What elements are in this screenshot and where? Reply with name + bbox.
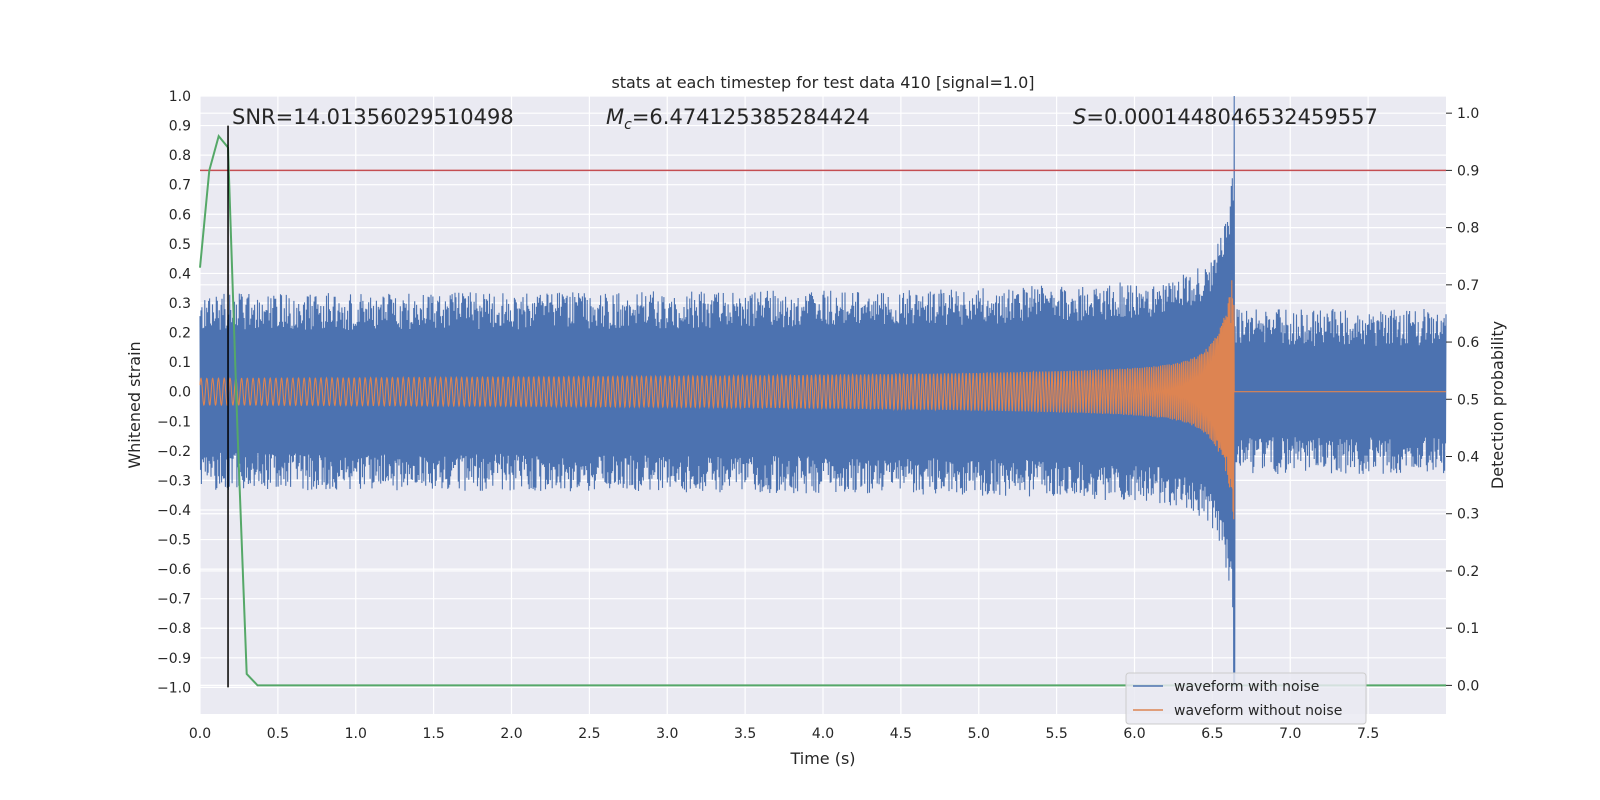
y-tick-label: −0.3: [157, 473, 191, 489]
chirp-mass-annotation: Mc=6.474125385284424: [606, 105, 870, 133]
y2-tick-label: 0.9: [1457, 163, 1479, 179]
y2-tick-label: 0.0: [1457, 678, 1479, 694]
s-value: =0.0001448046532459557: [1086, 105, 1378, 129]
s-annotation: S=0.0001448046532459557: [1073, 105, 1378, 129]
x-tick-label: 6.5: [1201, 726, 1223, 742]
chirp-mass-symbol: M: [606, 105, 624, 129]
y-tick-label: −0.2: [157, 444, 191, 460]
y-tick-label: −1.0: [157, 680, 191, 696]
x-tick-label: 3.0: [656, 726, 678, 742]
chirp-mass-value: =6.474125385284424: [632, 105, 870, 129]
x-tick-label: 5.5: [1045, 726, 1067, 742]
x-tick-label: 6.0: [1123, 726, 1145, 742]
axes: 0.0 0.5 1.0 1.5 2.0 2.5 3.0 3.5 4.0 4.5 5.0 5.5 6.0 6…: [157, 89, 1479, 742]
y-tick-label: 0.9: [169, 119, 191, 135]
x-tick-label: 1.0: [345, 726, 367, 742]
x-tick-label: 7.0: [1279, 726, 1301, 742]
y2-tick-label: 0.6: [1457, 335, 1479, 351]
y2-axis-label: Detection probability: [1488, 321, 1507, 489]
x-axis-label: Time (s): [789, 749, 855, 768]
y-tick-label: 0.4: [169, 266, 191, 282]
legend-box: [1125, 672, 1367, 725]
y-tick-label: −0.9: [157, 651, 191, 667]
y-axis-label: Whitened strain: [125, 341, 144, 468]
x-tick-label: 2.5: [578, 726, 600, 742]
chart-title: stats at each timestep for test data 410…: [611, 73, 1034, 92]
y-tick-label: 0.6: [169, 207, 191, 223]
y2-tick-label: 0.2: [1457, 564, 1479, 580]
series-detection-probability: [199, 133, 1446, 687]
y-tick-label: −0.6: [157, 562, 191, 578]
legend-label-noise: waveform with noise: [1174, 679, 1319, 695]
y-tick-label: 1.0: [169, 89, 191, 105]
x-tick-label: 7.5: [1357, 726, 1379, 742]
s-symbol: S: [1073, 105, 1086, 129]
y2-tick-label: 0.5: [1457, 392, 1479, 408]
snr-annotation: SNR=14.01356029510498: [232, 105, 514, 129]
y-tick-label: 0.0: [169, 385, 191, 401]
y-tick-label: 0.8: [169, 148, 191, 164]
y-tick-label: −0.7: [157, 592, 191, 608]
x-tick-label: 5.0: [968, 726, 990, 742]
legend-label-clean: waveform without noise: [1174, 703, 1342, 719]
x-tick-label: 3.5: [734, 726, 756, 742]
y-tick-label: 0.7: [169, 178, 191, 194]
x-tick-label: 0.5: [267, 726, 289, 742]
y2-tick-label: 0.3: [1457, 507, 1479, 523]
y-tick-label: 0.3: [169, 296, 191, 312]
y-tick-label: −0.5: [157, 533, 191, 549]
legend: waveform with noise waveform without noi…: [1125, 672, 1367, 725]
y-tick-label: −0.8: [157, 621, 191, 637]
y2-tick-label: 1.0: [1457, 106, 1479, 122]
y-tick-label: 0.1: [169, 355, 191, 371]
x-tick-label: 2.0: [500, 726, 522, 742]
x-tick-label: 0.0: [189, 726, 211, 742]
x-tick-label: 4.5: [890, 726, 912, 742]
series-waveform-without-noise: [199, 280, 1446, 520]
y2-tick-label: 0.1: [1457, 621, 1479, 637]
y-tick-label: −0.1: [157, 414, 191, 430]
chirp-mass-subscript: c: [624, 117, 632, 133]
series-layer: [199, 95, 1447, 688]
y-tick-label: −0.4: [157, 503, 191, 519]
y2-tick-label: 0.7: [1457, 278, 1479, 294]
x-tick-label: 1.5: [422, 726, 444, 742]
x-tick-label: 4.0: [812, 726, 834, 742]
series-waveform-with-noise: [199, 95, 1447, 688]
y-tick-label: 0.2: [169, 326, 191, 342]
y-tick-label: 0.5: [169, 237, 191, 253]
y2-tick-label: 0.4: [1457, 450, 1479, 466]
y2-tick-label: 0.8: [1457, 221, 1479, 237]
